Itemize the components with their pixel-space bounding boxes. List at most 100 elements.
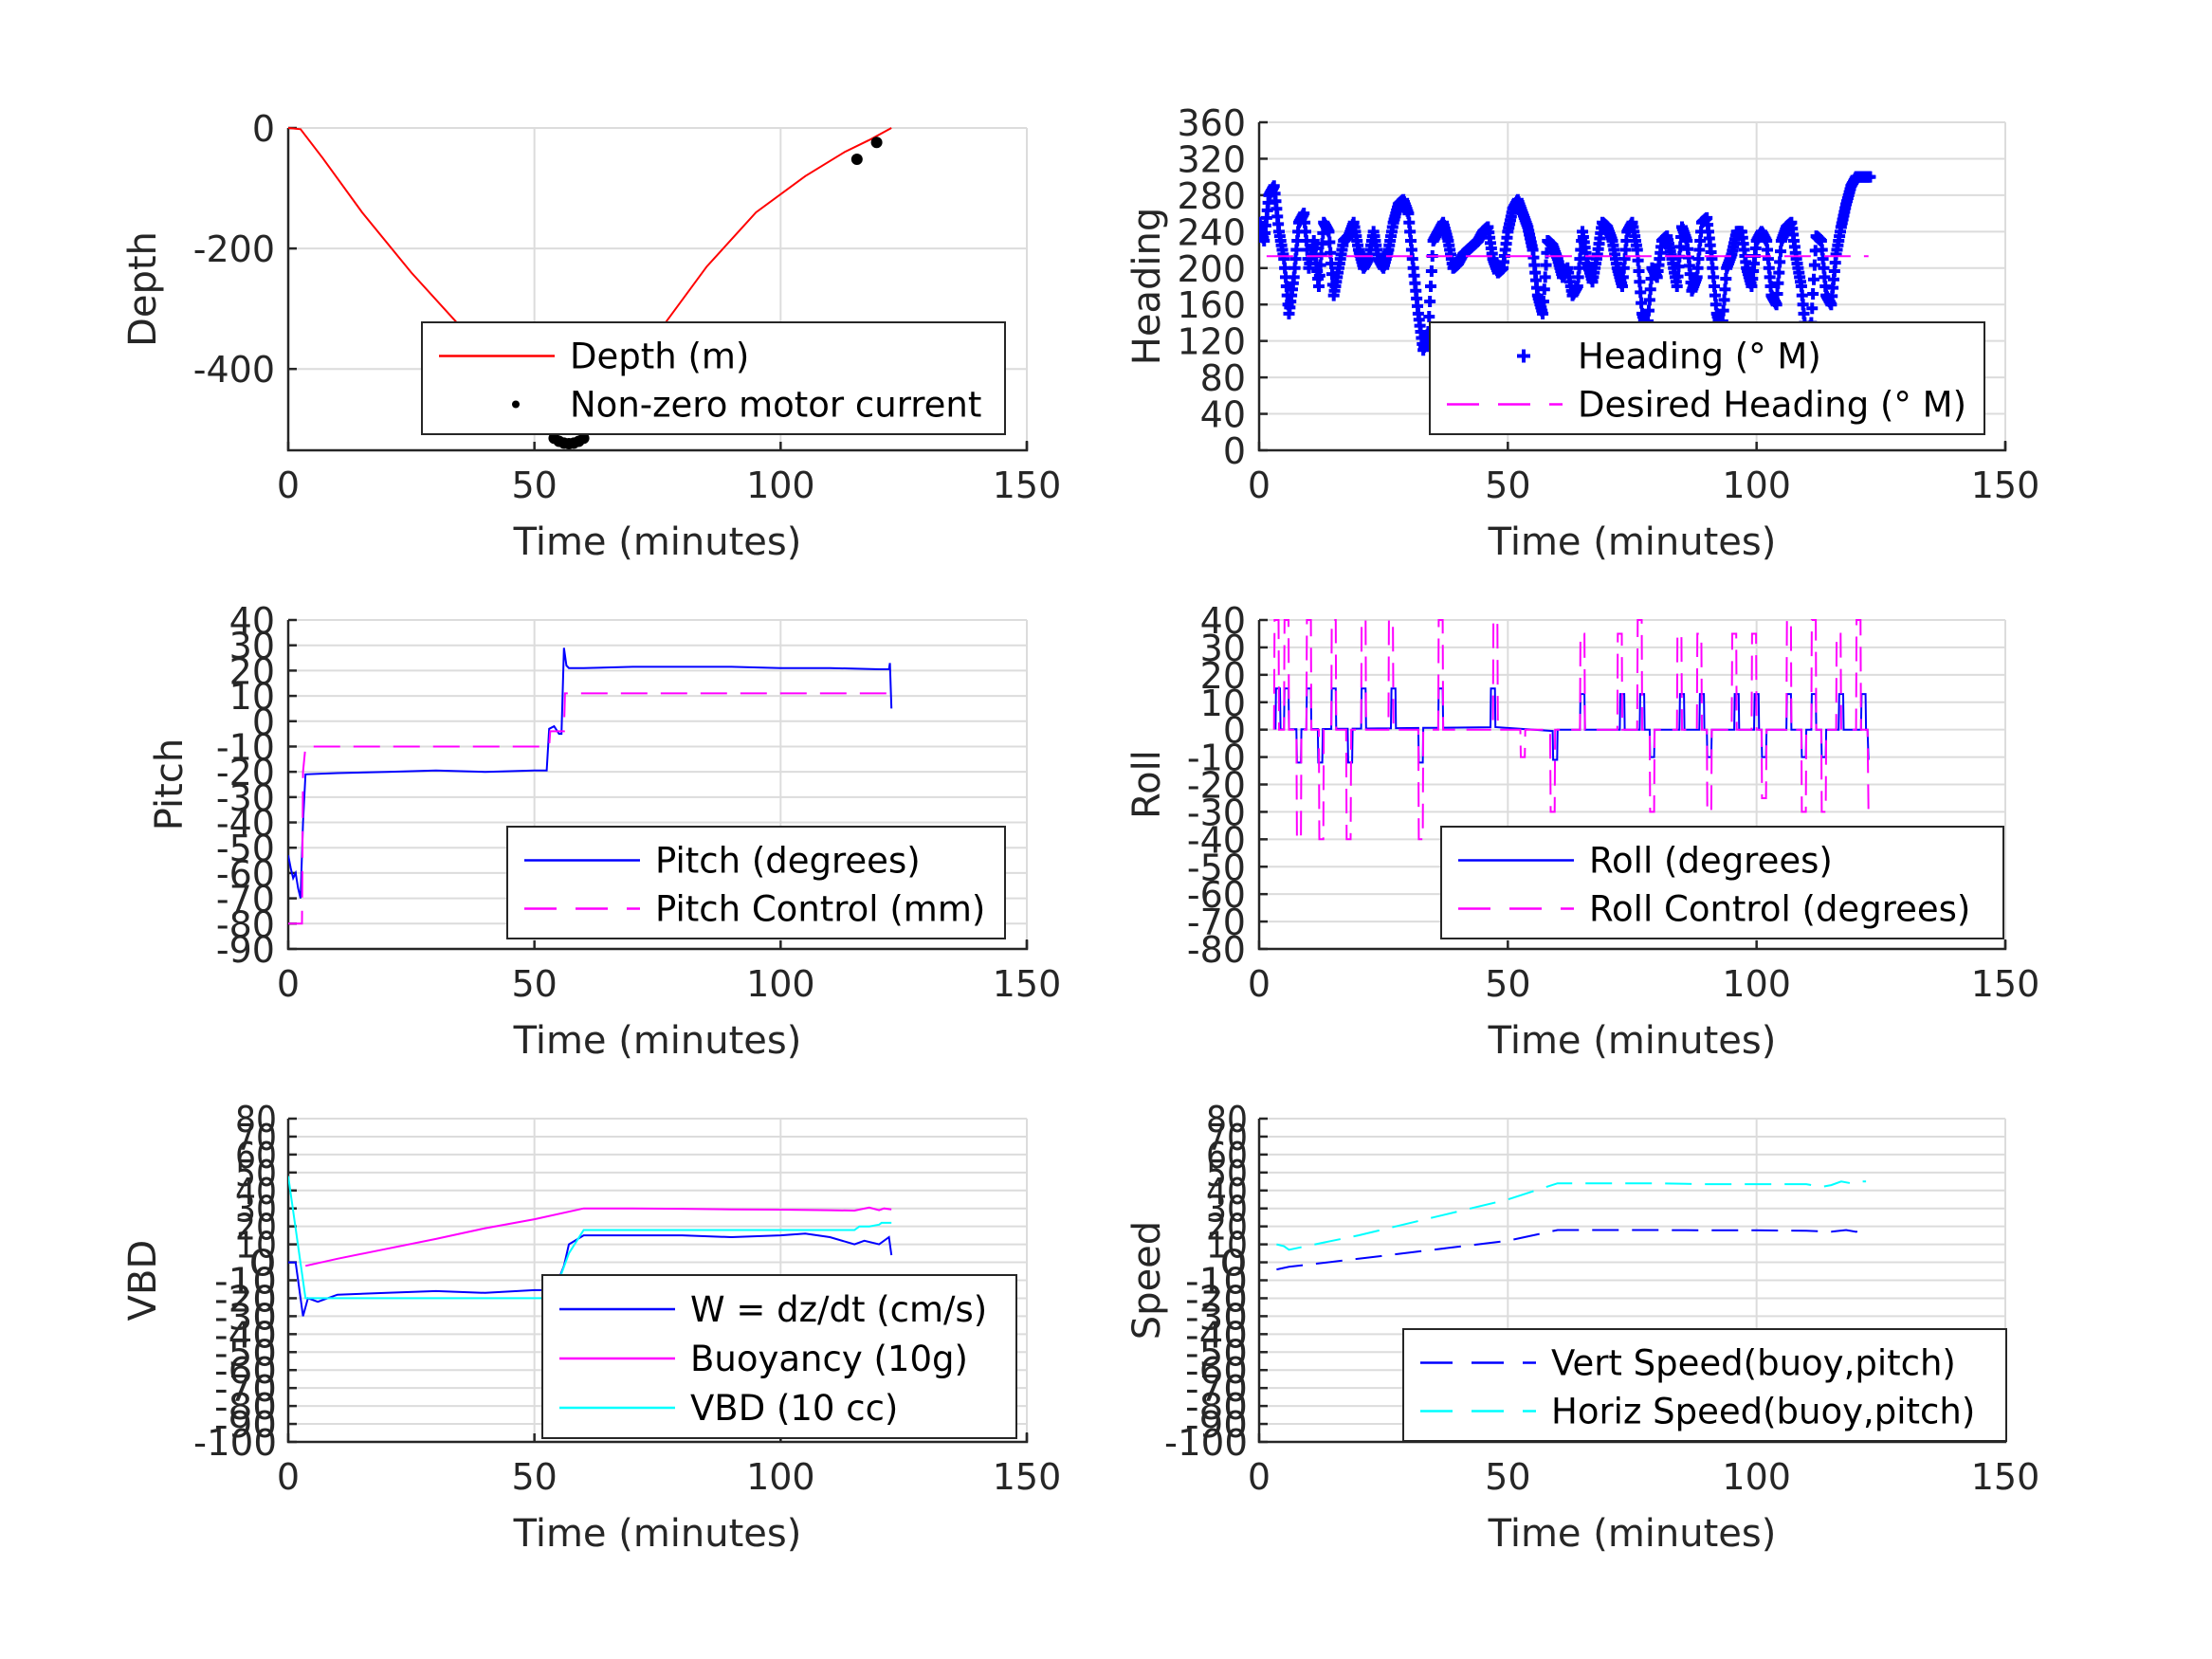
y-tick-label: -70 — [214, 1368, 277, 1410]
data-point — [850, 154, 863, 166]
legend-label: Pitch (degrees) — [655, 841, 921, 882]
data-point — [1423, 311, 1435, 323]
series-buoyancy-10g — [304, 1206, 892, 1267]
plot-area — [1276, 1180, 1867, 1271]
chart-depth: 0 50 100 150 0 -200 -400 Time (minutes) Depth Dep… — [121, 108, 1061, 564]
y-tick-label: -30 — [1187, 792, 1246, 833]
x-tick-label: 0 — [277, 963, 300, 1005]
y-axis-label: Speed — [1125, 1221, 1169, 1340]
y-tick-label: 10 — [1200, 683, 1246, 724]
legend-label: VBD (10 cc) — [690, 1388, 898, 1429]
y-tick-label: 70 — [1206, 1117, 1248, 1158]
series-vert-speed-buoy-pitch — [1276, 1229, 1867, 1271]
y-tick-label: -60 — [1187, 874, 1246, 916]
y-tick-label: 20 — [235, 1207, 277, 1249]
y-tick-label: -20 — [214, 1278, 277, 1320]
legend-label: Vert Speed(buoy,pitch) — [1551, 1343, 1956, 1384]
x-tick-label: 100 — [746, 963, 815, 1005]
legend: Roll (degrees) Roll Control (degrees) — [1440, 826, 2004, 939]
data-point — [870, 137, 883, 149]
legend-box — [1429, 321, 1985, 435]
y-tick-label: -70 — [1185, 1368, 1248, 1410]
data-point — [1808, 259, 1820, 271]
chart-pitch: 0 50 100 150403020100-10-20-30-40-50-60-70-… — [148, 600, 1061, 1063]
y-tick-label: 160 — [1177, 284, 1246, 326]
y-tick-label: 80 — [235, 1099, 277, 1140]
y-tick-label: -40 — [214, 1314, 277, 1356]
x-tick-label: 0 — [277, 1456, 300, 1498]
x-tick-label: 50 — [1485, 963, 1530, 1005]
y-tick-label: -100 — [193, 1422, 277, 1464]
series-horiz-speed-buoy-pitch — [1276, 1180, 1867, 1251]
y-tick-label: -50 — [1187, 847, 1246, 888]
y-tick-label: 10 — [235, 1225, 277, 1267]
y-tick-label: 70 — [235, 1117, 277, 1158]
data-point — [1674, 241, 1687, 253]
data-point — [1643, 294, 1655, 306]
data-point — [1537, 307, 1549, 319]
y-tick-label: 40 — [1200, 600, 1246, 642]
legend: Depth (m) Non-zero motor current — [421, 321, 1006, 435]
y-axis-label: VBD — [121, 1240, 165, 1322]
data-point — [1636, 297, 1648, 309]
y-tick-label: 0 — [1219, 1243, 1248, 1285]
y-tick-label: -100 — [1164, 1422, 1248, 1464]
data-point — [1634, 276, 1646, 288]
data-point — [1773, 266, 1785, 279]
series-roll-degrees — [1274, 687, 1870, 764]
legend-box — [421, 321, 1006, 435]
y-tick-label: 240 — [1177, 211, 1246, 253]
y-tick-label: -80 — [216, 903, 275, 945]
data-point — [1312, 281, 1325, 292]
x-axis-label: Time (minutes) — [513, 1019, 802, 1063]
legend: W = dz/dt (cm/s) Buoyancy (10g) VBD (10 cc… — [541, 1274, 1017, 1439]
y-tick-label: 0 — [1223, 430, 1246, 472]
data-point — [1539, 271, 1551, 283]
x-axis-label: Time (minutes) — [1488, 1512, 1777, 1556]
data-point — [1633, 264, 1645, 277]
y-tick-label: -20 — [216, 752, 275, 793]
y-tick-label: -10 — [216, 726, 275, 768]
data-point — [1774, 256, 1786, 268]
data-point — [1644, 283, 1656, 296]
y-axis-label: Pitch — [148, 738, 192, 830]
x-axis-label: Time (minutes) — [1488, 520, 1777, 564]
series-pitch-degrees — [288, 647, 893, 899]
legend-box — [506, 826, 1006, 939]
y-tick-label: 0 — [248, 1243, 277, 1285]
x-tick-label: 50 — [511, 963, 557, 1005]
legend-box — [1402, 1328, 2007, 1442]
y-tick-label: -60 — [216, 853, 275, 895]
y-tick-label: -30 — [214, 1296, 277, 1338]
y-tick-label: 360 — [1177, 102, 1246, 144]
legend-label: Desired Heading (° M) — [1578, 385, 1966, 426]
y-tick-label: 60 — [235, 1135, 277, 1176]
legend: Pitch (degrees) Pitch Control (mm) — [506, 826, 1006, 939]
y-tick-label: 30 — [1200, 628, 1246, 669]
y-tick-label: -20 — [1185, 1278, 1248, 1320]
y-tick-label: 40 — [1200, 394, 1246, 436]
x-tick-label: 100 — [1722, 1456, 1791, 1498]
y-tick-label: -50 — [216, 828, 275, 869]
legend-label: Buoyancy (10g) — [690, 1339, 968, 1379]
y-tick-label: -40 — [1187, 819, 1246, 861]
chart-speed: 0 50 100 15080706050403020100-10-20-30-40-5… — [1125, 1099, 2039, 1556]
y-tick-label: 20 — [229, 650, 275, 692]
y-axis-label: Roll — [1125, 750, 1169, 819]
y-tick-label: 200 — [1177, 248, 1246, 290]
legend-label: Horiz Speed(buoy,pitch) — [1551, 1392, 1975, 1432]
x-tick-label: 50 — [1485, 465, 1530, 506]
y-tick-label: 20 — [1206, 1207, 1248, 1249]
x-tick-label: 150 — [1971, 1456, 2040, 1498]
y-tick-label: -400 — [193, 349, 275, 391]
x-tick-label: 0 — [1248, 1456, 1271, 1498]
data-point — [1771, 288, 1783, 301]
legend: Heading (° M) Desired Heading (° M) — [1429, 321, 1985, 435]
data-point — [1259, 216, 1265, 228]
y-tick-label: -90 — [216, 929, 275, 971]
data-point — [1537, 296, 1549, 308]
x-tick-label: 0 — [277, 465, 300, 506]
y-tick-label: 50 — [1206, 1153, 1248, 1194]
legend-box — [1440, 826, 2004, 939]
